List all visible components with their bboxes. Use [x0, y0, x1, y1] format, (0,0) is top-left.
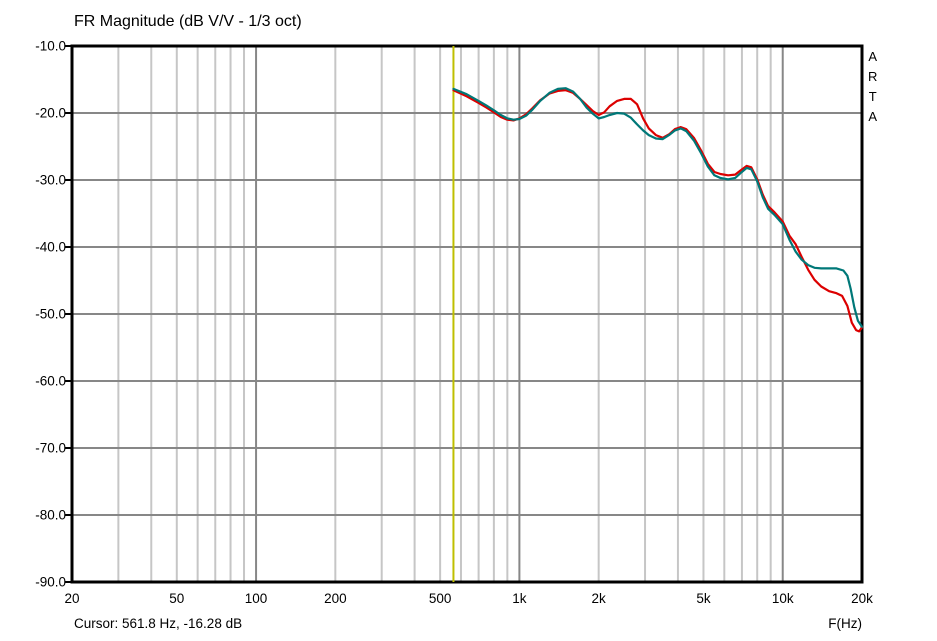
x-tick-label: 1k [512, 591, 527, 606]
y-tick-label: -70.0 [35, 441, 66, 456]
y-tick-label: -20.0 [35, 106, 66, 121]
cursor-readout: Cursor: 561.8 Hz, -16.28 dB [74, 616, 243, 631]
y-tick-label: -80.0 [35, 508, 66, 523]
x-tick-label: 20k [851, 591, 873, 606]
x-tick-label: 5k [696, 591, 711, 606]
arta-watermark: A R T A [868, 49, 878, 124]
x-tick-label: 2k [592, 591, 607, 606]
page-title: FR Magnitude (dB V/V - 1/3 oct) [74, 13, 302, 30]
y-tick-label: -40.0 [35, 240, 66, 255]
x-tick-label: 50 [169, 591, 184, 606]
x-tick-label: 10k [772, 591, 794, 606]
y-tick-label: -10.0 [35, 39, 66, 54]
x-tick-label: 200 [324, 591, 347, 606]
y-tick-label: -30.0 [35, 173, 66, 188]
y-tick-label: -90.0 [35, 575, 66, 590]
fr-curve-teal [452, 87, 864, 328]
x-tick-label: 500 [429, 591, 452, 606]
y-tick-label: -60.0 [35, 374, 66, 389]
y-tick-label: -50.0 [35, 307, 66, 322]
x-tick-label: 100 [245, 591, 268, 606]
x-axis-title: F(Hz) [828, 616, 862, 631]
fr-curve-red [452, 89, 864, 333]
x-tick-label: 20 [64, 591, 79, 606]
